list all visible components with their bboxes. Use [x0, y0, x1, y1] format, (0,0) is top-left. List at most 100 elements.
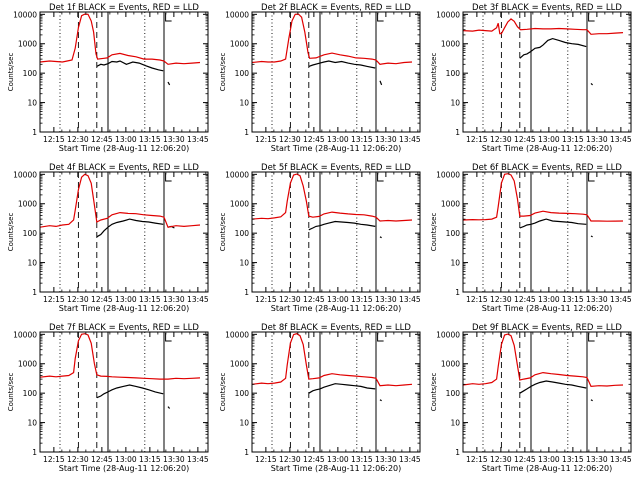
- x-tick-label: 13:30: [163, 135, 185, 144]
- plot-frame: [462, 11, 632, 133]
- events-series-line: [379, 80, 383, 86]
- y-tick-label: 100: [446, 69, 461, 78]
- panel-title: Det 4f BLACK = Events, RED = LLD: [49, 163, 199, 173]
- x-tick-label: 12:45: [514, 135, 536, 144]
- y-tick-label: 100: [23, 69, 38, 78]
- x-tick-label: 12:15: [466, 295, 488, 304]
- x-tick-label: 12:15: [43, 455, 65, 464]
- bracket-marker: [377, 173, 384, 182]
- panel-title: Det 8f BLACK = Events, RED = LLD: [261, 323, 411, 333]
- y-tick-label: 100: [23, 229, 38, 238]
- x-tick-label: 13:15: [562, 455, 584, 464]
- x-tick-label: 12:45: [91, 455, 113, 464]
- y-tick-label: 1000: [18, 40, 37, 49]
- x-tick-label: 13:45: [399, 295, 421, 304]
- x-tick-label: 13:30: [163, 455, 185, 464]
- x-tick-label: 13:30: [586, 135, 608, 144]
- events-series-line: [590, 399, 593, 402]
- x-tick-label: 12:45: [303, 135, 325, 144]
- y-tick-label: 10: [239, 419, 249, 428]
- y-tick-label: 10: [27, 99, 37, 108]
- events-series-line: [96, 384, 164, 399]
- y-tick-label: 1000: [441, 200, 460, 209]
- x-tick-label: 13:00: [327, 295, 349, 304]
- plot-frame: [39, 11, 209, 133]
- y-axis-label: Counts/sec: [430, 53, 438, 92]
- x-tick-label: 12:45: [514, 455, 536, 464]
- x-tick-label: 12:30: [67, 295, 89, 304]
- x-tick-label: 13:45: [399, 455, 421, 464]
- x-tick-label: 12:30: [67, 135, 89, 144]
- panel-title: Det 5f BLACK = Events, RED = LLD: [261, 163, 411, 173]
- plot-frame: [251, 331, 421, 453]
- lld-series-line: [252, 333, 413, 387]
- x-tick-label: 13:15: [351, 135, 373, 144]
- y-tick-label: 1000: [18, 360, 37, 369]
- panel-title: Det 3f BLACK = Events, RED = LLD: [472, 3, 622, 13]
- x-tick-label: 12:30: [279, 135, 301, 144]
- x-axis-label: Start Time (28-Aug-11 12:06:20): [482, 304, 613, 313]
- y-tick-label: 100: [235, 69, 250, 78]
- x-tick-label: 13:45: [187, 135, 209, 144]
- events-series-line: [379, 399, 382, 402]
- chart-panel-det-3f: 1 10 100 1000 10000 12:15 12:30 12:45 13:00 13:15…: [430, 3, 632, 153]
- x-tick-label: 13:45: [610, 295, 632, 304]
- events-series-line: [167, 81, 171, 86]
- x-tick-label: 12:15: [255, 135, 277, 144]
- x-tick-label: 13:15: [139, 135, 161, 144]
- x-tick-label: 13:45: [399, 135, 421, 144]
- x-tick-label: 12:45: [91, 135, 113, 144]
- lld-series-line: [40, 333, 201, 380]
- x-axis-label: Start Time (28-Aug-11 12:06:20): [271, 464, 402, 473]
- y-axis-label: Counts/sec: [219, 373, 227, 412]
- y-tick-label: 10000: [13, 170, 37, 179]
- y-tick-label: 10000: [225, 10, 249, 19]
- x-tick-label: 12:30: [490, 135, 512, 144]
- bracket-marker: [165, 333, 172, 342]
- x-tick-label: 12:45: [91, 295, 113, 304]
- x-tick-label: 12:15: [43, 135, 65, 144]
- events-series-line: [519, 218, 587, 229]
- x-axis-label: Start Time (28-Aug-11 12:06:20): [59, 144, 190, 153]
- y-tick-label: 10: [239, 259, 249, 268]
- y-tick-label: 1: [32, 288, 37, 297]
- chart-panel-det-7f: 1 10 100 1000 10000 12:15 12:30 12:45 13:00 13:15…: [7, 323, 209, 473]
- x-tick-label: 13:00: [327, 455, 349, 464]
- bracket-marker: [165, 13, 172, 22]
- y-tick-label: 1000: [230, 360, 249, 369]
- x-tick-label: 12:30: [67, 455, 89, 464]
- x-axis-label: Start Time (28-Aug-11 12:06:20): [482, 464, 613, 473]
- events-series-line: [308, 220, 376, 231]
- y-tick-label: 10000: [225, 330, 249, 339]
- events-series-line: [167, 406, 171, 409]
- y-axis-label: Counts/sec: [7, 373, 15, 412]
- lld-series-line: [40, 173, 201, 228]
- x-tick-label: 12:15: [466, 455, 488, 464]
- x-tick-label: 12:15: [255, 295, 277, 304]
- y-tick-label: 1: [32, 128, 37, 137]
- y-axis-label: Counts/sec: [219, 213, 227, 252]
- x-tick-label: 13:00: [327, 135, 349, 144]
- y-tick-label: 1: [455, 448, 460, 457]
- chart-panel-det-6f: 1 10 100 1000 10000 12:15 12:30 12:45 13:00 13:15…: [430, 163, 632, 313]
- chart-panel-det-5f: 1 10 100 1000 10000 12:15 12:30 12:45 13:00 13:15…: [219, 163, 421, 313]
- bracket-marker: [588, 13, 595, 22]
- lld-series-line: [252, 13, 413, 65]
- x-tick-label: 13:30: [163, 295, 185, 304]
- plot-frame: [251, 171, 421, 293]
- y-tick-label: 10: [450, 99, 460, 108]
- x-tick-label: 12:30: [490, 455, 512, 464]
- x-axis-label: Start Time (28-Aug-11 12:06:20): [271, 144, 402, 153]
- x-tick-label: 13:15: [351, 455, 373, 464]
- lld-series-line: [252, 173, 413, 222]
- x-tick-label: 13:45: [610, 455, 632, 464]
- x-axis-label: Start Time (28-Aug-11 12:06:20): [59, 304, 190, 313]
- x-tick-label: 13:15: [562, 295, 584, 304]
- x-tick-label: 12:30: [279, 455, 301, 464]
- y-tick-label: 1000: [18, 200, 37, 209]
- y-tick-label: 100: [446, 229, 461, 238]
- y-axis-label: Counts/sec: [430, 373, 438, 412]
- y-tick-label: 100: [235, 229, 250, 238]
- x-tick-label: 12:15: [255, 455, 277, 464]
